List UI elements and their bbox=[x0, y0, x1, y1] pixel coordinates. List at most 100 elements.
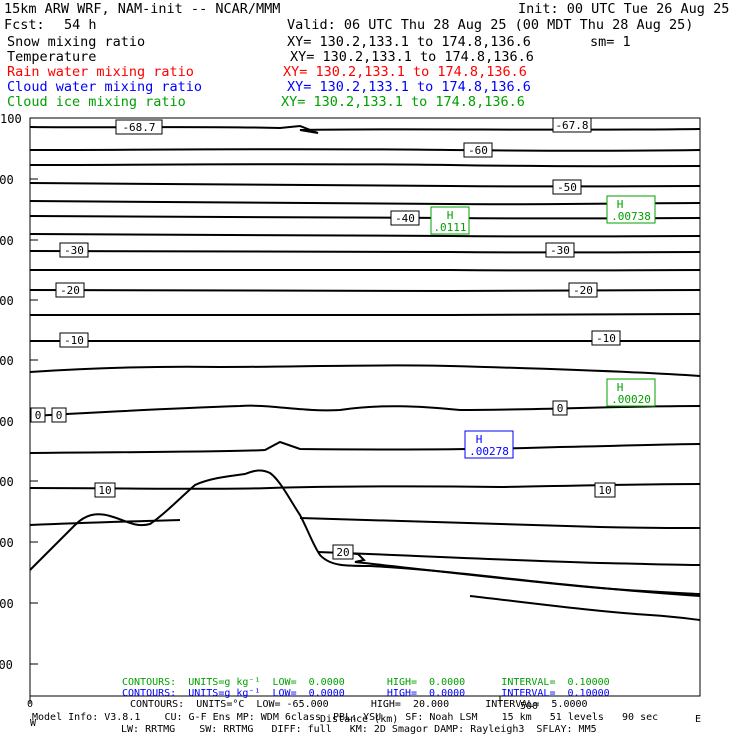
contour-label: -50 bbox=[552, 179, 582, 195]
svg-text:10: 10 bbox=[598, 484, 611, 497]
model-info-line-1: Model Info: V3.8.1 CU: G-F Ens MP: WDM 6… bbox=[32, 712, 659, 723]
y-tick-label: 600 bbox=[0, 415, 14, 429]
y-tick-label: 200 bbox=[0, 173, 14, 187]
svg-text:10: 10 bbox=[98, 484, 111, 497]
field-name-temperature: Temperature bbox=[7, 49, 97, 65]
svg-text:-40: -40 bbox=[395, 212, 415, 225]
contour-label: -10 bbox=[59, 332, 89, 348]
isotherm bbox=[29, 182, 701, 188]
valid-time: Valid: 06 UTC Thu 28 Aug 25 (00 MDT Thu … bbox=[287, 17, 694, 33]
isotherm bbox=[29, 313, 701, 317]
y-tick-labels: 100 200 300 400 500 600 700 800 900 1000 bbox=[0, 112, 22, 672]
svg-text:20: 20 bbox=[336, 546, 349, 559]
y-tick-label: 500 bbox=[0, 354, 14, 368]
field-xy-cloud-ice: XY= 130.2,133.1 to 174.8,136.6 bbox=[281, 94, 525, 110]
isotherm bbox=[29, 364, 701, 377]
field-xy-temperature: XY= 130.2,133.1 to 174.8,136.6 bbox=[290, 49, 534, 65]
isotherm bbox=[29, 250, 701, 254]
contour-label: -60 bbox=[463, 142, 493, 158]
contour-label: -68.7 bbox=[115, 119, 163, 135]
isotherm bbox=[29, 163, 701, 168]
svg-text:H: H bbox=[617, 381, 624, 394]
svg-text:-10: -10 bbox=[596, 332, 616, 345]
field-xy-snow: XY= 130.2,133.1 to 174.8,136.6 bbox=[287, 34, 531, 50]
terrain-outline bbox=[29, 469, 701, 597]
y-tick-label: 300 bbox=[0, 234, 14, 248]
y-tick-label: 800 bbox=[0, 536, 14, 550]
cloud-ice-max-marker: H .00738 bbox=[606, 195, 656, 224]
isotherm bbox=[317, 551, 701, 566]
chart-title: 15km ARW WRF, NAM-init -- NCAR/MMM bbox=[4, 1, 281, 17]
isotherm bbox=[29, 519, 181, 526]
contour-label: 20 bbox=[332, 544, 354, 560]
maxima-markers: H .0111 H .00738 H .00020 H .00278 bbox=[430, 195, 656, 459]
contour-label: -40 bbox=[390, 210, 420, 226]
isotherm bbox=[29, 440, 701, 454]
contour-label: -30 bbox=[545, 242, 575, 258]
field-name-cloud-water: Cloud water mixing ratio bbox=[7, 79, 203, 95]
field-name-cloud-ice: Cloud ice mixing ratio bbox=[7, 94, 186, 110]
init-time: Init: 00 UTC Tue 26 Aug 25 bbox=[518, 1, 730, 17]
svg-text:0: 0 bbox=[557, 402, 564, 415]
isotherm bbox=[29, 148, 701, 152]
isotherm-twenty bbox=[344, 552, 701, 595]
x-tick-label-500: 500 bbox=[520, 701, 539, 712]
model-info-line-2: LW: RRTMG SW: RRTMG DIFF: full KM: 2D Sm… bbox=[121, 724, 597, 735]
svg-text:H: H bbox=[617, 198, 624, 211]
field-xy-cloud-water: XY= 130.2,133.1 to 174.8,136.6 bbox=[287, 79, 531, 95]
field-xy-rain: XY= 130.2,133.1 to 174.8,136.6 bbox=[283, 64, 527, 80]
contours-temperature: CONTOURS: UNITS=°C LOW= -65.000 HIGH= 20… bbox=[130, 699, 588, 710]
x-axis-label: Distance (km) bbox=[320, 714, 399, 725]
svg-text:-68.7: -68.7 bbox=[122, 121, 155, 134]
east-label: E bbox=[695, 714, 702, 725]
isotherm-zero bbox=[29, 404, 701, 417]
isotherm bbox=[299, 517, 701, 529]
svg-text:.0111: .0111 bbox=[433, 221, 466, 234]
west-label: W bbox=[30, 718, 37, 729]
y-tick-label: 700 bbox=[0, 475, 14, 489]
cloud-water-max-marker: H .00278 bbox=[464, 430, 514, 459]
contour-label: 0 bbox=[30, 407, 46, 423]
y-tick-label: 1000 bbox=[0, 658, 13, 672]
y-tick-label: 400 bbox=[0, 294, 14, 308]
field-name-snow: Snow mixing ratio bbox=[7, 34, 146, 50]
contour-label: -20 bbox=[55, 282, 85, 298]
svg-text:.00738: .00738 bbox=[611, 210, 651, 223]
contour-label: 10 bbox=[594, 482, 616, 498]
temperature-contours bbox=[29, 124, 701, 621]
svg-text:-20: -20 bbox=[60, 284, 80, 297]
svg-text:-30: -30 bbox=[64, 244, 84, 257]
y-tick-label: 900 bbox=[0, 597, 14, 611]
svg-text:0: 0 bbox=[56, 409, 63, 422]
svg-text:-67.8: -67.8 bbox=[555, 119, 588, 132]
isotherm bbox=[29, 233, 701, 238]
contours-cloud-ice: CONTOURS: UNITS=g kg⁻¹ LOW= 0.0000 HIGH=… bbox=[122, 677, 610, 688]
contour-label: 0 bbox=[51, 407, 67, 423]
svg-text:0: 0 bbox=[35, 409, 42, 422]
field-name-rain: Rain water mixing ratio bbox=[7, 64, 194, 80]
fcst-value: 54 h bbox=[64, 17, 97, 33]
contours-cloud-water: CONTOURS: UNITS=g kg⁻¹ LOW= 0.0000 HIGH=… bbox=[122, 688, 610, 699]
contour-label: 10 bbox=[94, 482, 116, 498]
isotherm bbox=[29, 200, 701, 206]
contour-label: -30 bbox=[59, 242, 89, 258]
svg-text:.00278: .00278 bbox=[469, 445, 509, 458]
contour-label: -67.8 bbox=[552, 117, 592, 133]
contour-label: -20 bbox=[568, 282, 598, 298]
isotherm bbox=[469, 595, 701, 621]
svg-text:-30: -30 bbox=[550, 244, 570, 257]
y-ticks bbox=[30, 117, 38, 665]
isotherm bbox=[29, 215, 701, 220]
x-tick-label-0: 0 bbox=[27, 699, 34, 710]
cloud-ice-max-marker: H .0111 bbox=[430, 206, 470, 235]
svg-text:.00020: .00020 bbox=[611, 393, 651, 406]
x-ticks bbox=[29, 696, 501, 704]
fcst-label: Fcst: bbox=[4, 17, 45, 33]
svg-text:H: H bbox=[447, 209, 454, 222]
svg-text:-10: -10 bbox=[64, 334, 84, 347]
contour-label: -10 bbox=[591, 330, 621, 346]
svg-text:-50: -50 bbox=[557, 181, 577, 194]
smoothing-label: sm= 1 bbox=[590, 34, 631, 50]
y-tick-label: 100 bbox=[0, 112, 22, 126]
